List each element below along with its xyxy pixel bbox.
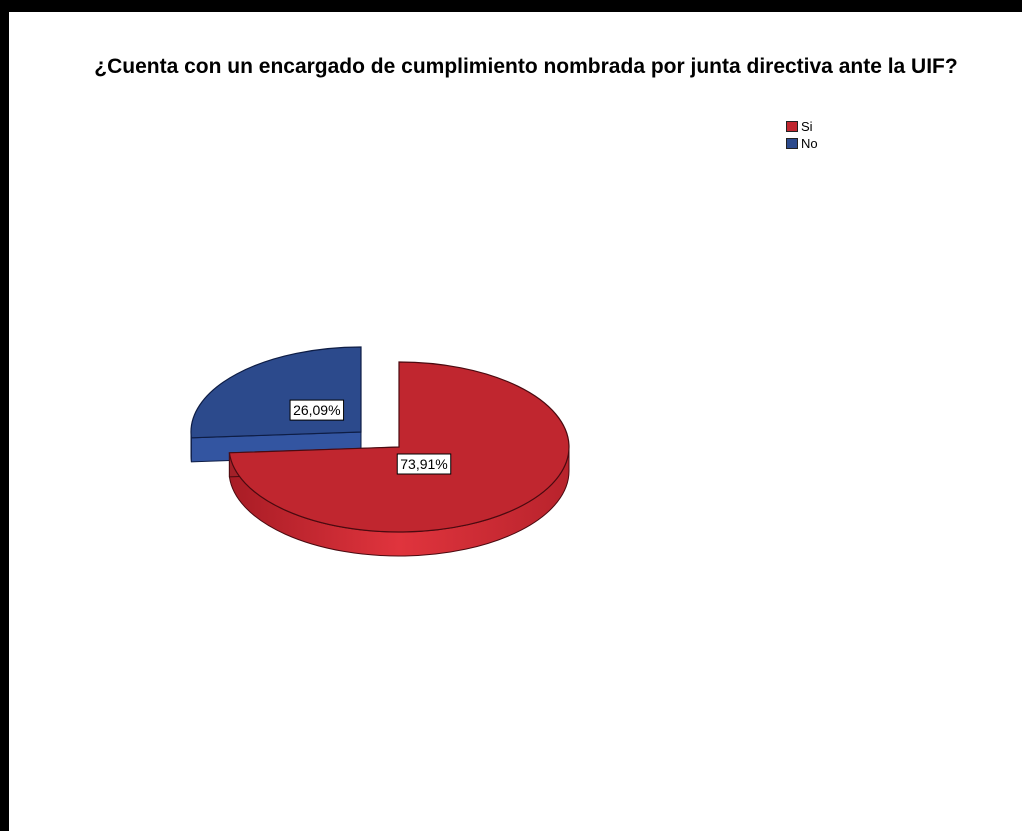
data-label-text: 73,91%: [400, 456, 447, 472]
pie-slice-si: [228, 361, 570, 557]
legend-item-si: Si: [786, 118, 818, 135]
legend-label-si: Si: [801, 119, 813, 134]
legend: Si No: [786, 118, 818, 152]
legend-item-no: No: [786, 135, 818, 152]
pie-slice-top: [190, 346, 362, 439]
legend-swatch-si: [786, 121, 798, 132]
legend-swatch-no: [786, 138, 798, 149]
chart-title: ¿Cuenta con un encargado de cumplimiento…: [94, 55, 958, 78]
data-label-si: 73,91%: [396, 453, 452, 475]
data-label-no: 26,09%: [289, 399, 345, 421]
data-label-text: 26,09%: [293, 402, 340, 418]
data-label-box: [289, 399, 345, 421]
legend-label-no: No: [801, 136, 818, 151]
data-label-box: [396, 453, 452, 475]
pie-slice-top: [228, 361, 570, 533]
